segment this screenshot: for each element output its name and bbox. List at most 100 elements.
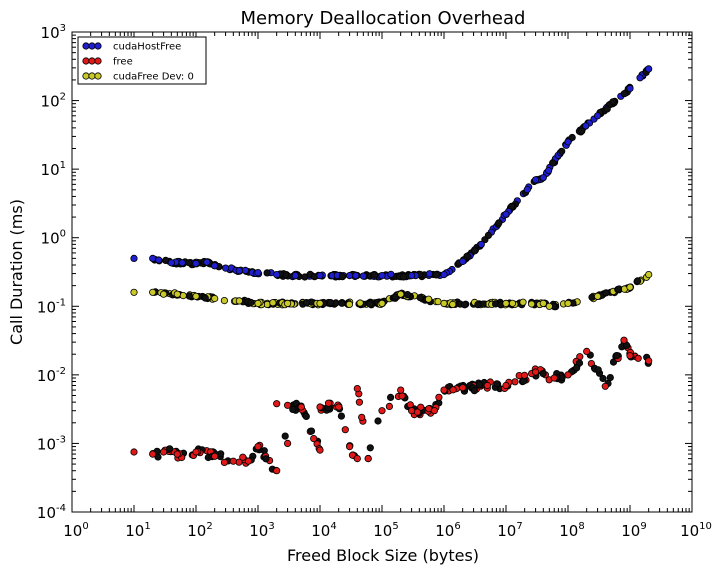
data-point	[166, 445, 174, 453]
data-point	[130, 448, 138, 456]
data-point	[416, 293, 424, 302]
data-point	[424, 295, 433, 303]
data-point	[449, 386, 457, 394]
x-tick-label: 107	[497, 521, 522, 540]
legend-marker	[88, 42, 96, 50]
data-point	[606, 373, 614, 382]
x-axis-label: Freed Block Size (bytes)	[287, 546, 479, 565]
data-point	[341, 426, 349, 434]
data-point	[254, 299, 262, 307]
data-point	[430, 407, 438, 415]
data-point	[149, 288, 157, 296]
y-axis-label: Call Duration (ms)	[7, 199, 26, 345]
legend-marker	[94, 57, 102, 65]
data-point	[613, 351, 621, 360]
data-point	[316, 403, 324, 411]
data-point	[326, 298, 335, 307]
data-point	[356, 299, 364, 307]
data-point	[425, 270, 433, 278]
data-point	[397, 386, 405, 394]
data-point	[407, 271, 416, 280]
data-point	[283, 299, 292, 307]
data-point	[273, 467, 281, 475]
data-point	[495, 219, 503, 227]
data-point	[211, 452, 219, 460]
data-point	[470, 387, 478, 395]
y-tick-label: 10-4	[37, 503, 66, 522]
data-point	[459, 257, 467, 266]
data-point	[636, 74, 644, 82]
data-point	[539, 174, 547, 182]
data-point	[374, 417, 382, 425]
data-point	[614, 285, 623, 293]
axis-ticks	[71, 31, 693, 513]
data-point	[273, 400, 281, 408]
data-point	[254, 442, 262, 451]
y-tick-label: 100	[41, 229, 66, 248]
data-point	[149, 254, 157, 262]
data-point	[281, 432, 289, 440]
legend: cudaHostFree free cudaFree Dev: 0	[77, 36, 207, 85]
data-point	[316, 271, 324, 280]
data-point	[594, 366, 602, 374]
data-point	[178, 259, 186, 267]
data-point	[386, 393, 395, 401]
data-point	[247, 298, 255, 307]
y-tick-label: 10-1	[37, 297, 66, 316]
data-point	[407, 407, 416, 415]
data-point	[269, 299, 277, 307]
data-point	[335, 403, 343, 411]
data-point	[545, 302, 553, 310]
data-point	[549, 159, 557, 167]
data-point	[602, 289, 610, 297]
data-point	[399, 273, 408, 281]
data-point	[316, 299, 324, 307]
data-point	[345, 300, 353, 308]
data-point	[283, 401, 292, 409]
data-point	[578, 127, 586, 135]
data-point	[345, 442, 354, 451]
legend-marker	[82, 42, 90, 50]
data-point	[366, 444, 374, 452]
data-point	[626, 352, 634, 360]
data-point	[391, 293, 399, 301]
x-tick-label: 109	[621, 521, 646, 540]
data-point	[519, 298, 527, 306]
data-point	[283, 439, 292, 447]
data-point	[502, 381, 510, 390]
data-point	[149, 450, 157, 458]
data-point	[345, 271, 354, 280]
series-0	[130, 65, 653, 281]
data-point	[353, 384, 361, 393]
data-point	[222, 264, 230, 272]
data-point	[192, 259, 200, 268]
data-point	[355, 398, 363, 406]
x-tick-label: 105	[373, 521, 398, 540]
data-point	[130, 254, 138, 262]
data-point	[645, 357, 653, 365]
data-point	[263, 269, 271, 277]
data-point	[241, 266, 249, 274]
data-point	[364, 454, 372, 463]
data-point	[626, 84, 634, 93]
data-point	[262, 455, 270, 463]
y-tick-label: 101	[41, 160, 66, 179]
data-point	[185, 292, 193, 300]
data-point	[440, 270, 448, 279]
data-point	[593, 292, 602, 300]
data-point	[173, 290, 181, 298]
data-point	[523, 186, 531, 194]
data-point	[352, 271, 360, 280]
x-tick-label: 108	[559, 521, 584, 540]
data-point	[179, 291, 187, 300]
data-point	[626, 283, 634, 291]
data-point	[508, 299, 517, 307]
data-point	[324, 399, 333, 407]
data-point	[338, 273, 346, 281]
legend-label: cudaHostFree	[113, 42, 181, 53]
data-point	[603, 105, 611, 113]
data-point	[609, 98, 617, 106]
data-point	[527, 300, 536, 308]
data-point	[310, 434, 318, 443]
